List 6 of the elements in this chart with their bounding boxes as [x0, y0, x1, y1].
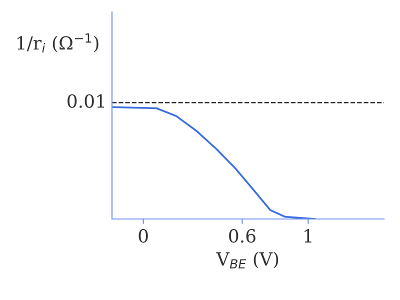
y-axis-title: 1/r$_{i}$ (Ω$^{−1}$): [18, 33, 98, 52]
x-tick-label: 1: [304, 229, 312, 242]
x-axis-title: V$_{BE}$ (V): [216, 252, 278, 268]
text: 0.01: [68, 94, 104, 108]
x-tick-label: 0.6: [229, 229, 256, 243]
x-tick-label: 0: [138, 229, 148, 243]
